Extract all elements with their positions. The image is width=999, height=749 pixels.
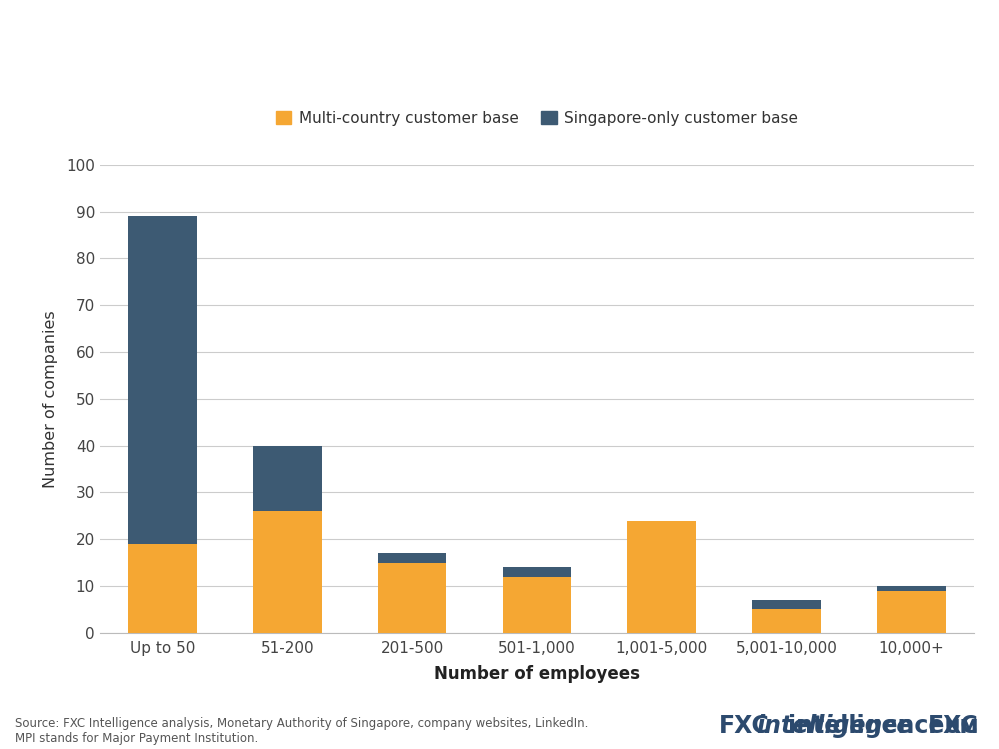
Bar [378, 554, 447, 562]
Bar [877, 591, 946, 633]
Text: Among companies with multi-country and Singapore-only customer bases: Among companies with multi-country and S… [18, 92, 713, 111]
Bar [128, 216, 197, 544]
Bar [627, 521, 696, 633]
Bar [752, 600, 821, 610]
X-axis label: Number of employees: Number of employees [434, 664, 640, 682]
Bar [502, 568, 571, 577]
Bar [502, 577, 571, 633]
Text: intelligence: intelligence [756, 714, 913, 738]
Text: FXC: FXC [719, 714, 770, 738]
Legend: Multi-country customer base, Singapore-only customer base: Multi-country customer base, Singapore-o… [270, 105, 804, 132]
Text: FXC: FXC [928, 714, 979, 738]
Y-axis label: Number of companies: Number of companies [43, 310, 58, 488]
Bar [128, 544, 197, 633]
Text: intelligenceᴜᴍ: intelligenceᴜᴍ [788, 714, 979, 738]
Bar [877, 586, 946, 591]
Bar [378, 562, 447, 633]
Text: Source: FXC Intelligence analysis, Monetary Authority of Singapore, company webs: Source: FXC Intelligence analysis, Monet… [15, 718, 588, 745]
Bar [752, 610, 821, 633]
Bar [253, 446, 322, 511]
Text: Company sizes of Singapore MPI licence holders: Company sizes of Singapore MPI licence h… [18, 37, 811, 64]
Bar [253, 511, 322, 633]
